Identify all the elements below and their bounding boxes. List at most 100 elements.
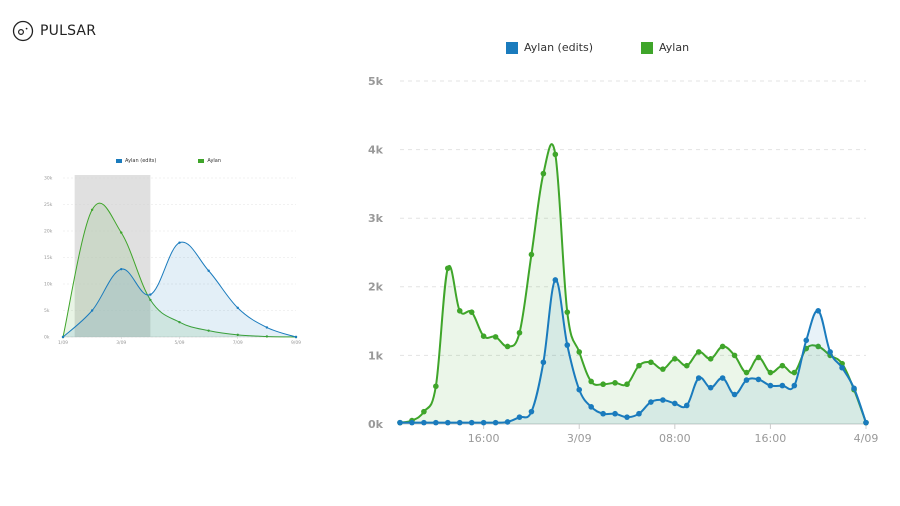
detail-x-tick-label: 4/09	[854, 432, 879, 445]
detail-point-edits	[660, 397, 666, 403]
detail-point-aylan	[660, 366, 666, 372]
detail-legend-label-aylan: Aylan	[659, 41, 690, 54]
detail-legend-item-edits[interactable]: Aylan (edits)	[506, 41, 593, 54]
detail-y-tick-label: 5k	[368, 75, 384, 88]
detail-point-aylan	[576, 349, 583, 355]
detail-point-aylan	[851, 386, 857, 393]
detail-point-edits	[719, 375, 726, 381]
detail-y-tick-label: 3k	[368, 212, 384, 225]
overview-x-tick-label: 7/09	[233, 340, 243, 346]
detail-point-edits	[456, 419, 463, 426]
detail-point-edits	[444, 419, 451, 426]
overview-point-edits	[120, 267, 123, 271]
detail-point-edits	[767, 382, 774, 389]
overview-y-tick-label: 20k	[44, 229, 53, 235]
detail-point-edits	[576, 386, 583, 393]
detail-point-aylan	[540, 170, 547, 177]
app-logo[interactable]: PULSAR	[12, 20, 96, 42]
overview-x-tick-label: 3/09	[116, 340, 126, 346]
overview-y-tick-label: 25k	[44, 202, 53, 208]
detail-point-edits	[433, 419, 439, 426]
overview-y-tick-label: 30k	[44, 176, 53, 182]
detail-point-aylan	[767, 369, 774, 376]
detail-point-aylan	[600, 381, 606, 388]
detail-point-aylan	[827, 352, 833, 359]
overview-point-edits	[236, 306, 239, 310]
detail-point-edits	[504, 419, 511, 425]
detail-point-edits	[492, 419, 499, 426]
detail-point-edits	[516, 414, 523, 420]
detail-point-edits	[612, 410, 618, 417]
overview-y-tick-label: 10k	[44, 282, 53, 288]
detail-point-edits	[815, 308, 822, 314]
detail-point-aylan	[683, 362, 690, 369]
overview-selection-brush	[74, 175, 151, 337]
detail-point-edits	[851, 385, 857, 392]
detail-point-edits	[480, 419, 487, 426]
overview-y-tick-label: 15k	[44, 255, 53, 261]
overview-point-edits	[294, 335, 298, 339]
overview-point-aylan	[265, 335, 269, 338]
overview-legend: Aylan (edits) Aylan	[116, 158, 263, 164]
detail-point-edits	[468, 419, 475, 426]
detail-y-tick-label: 1k	[368, 349, 384, 362]
overview-point-aylan	[90, 208, 94, 211]
detail-point-aylan	[636, 362, 642, 369]
detail-point-edits	[409, 419, 415, 426]
detail-point-edits	[827, 349, 833, 355]
detail-point-edits	[624, 414, 630, 420]
app-name: PULSAR	[40, 23, 97, 39]
detail-point-edits	[755, 376, 762, 383]
detail-point-edits	[564, 342, 571, 348]
detail-y-tick-label: 0k	[368, 418, 384, 431]
overview-legend-swatch-aylan	[198, 159, 205, 163]
detail-point-aylan	[695, 349, 702, 355]
detail-point-edits	[863, 419, 869, 426]
detail-point-edits	[648, 399, 654, 405]
detail-point-edits	[791, 382, 798, 389]
detail-point-edits	[588, 404, 594, 410]
detail-line-edits	[399, 278, 867, 424]
detail-point-aylan	[731, 352, 738, 359]
detail-point-edits	[540, 359, 547, 366]
detail-area-aylan	[400, 144, 866, 424]
detail-line-aylan	[399, 143, 867, 424]
detail-legend-swatch-aylan	[641, 41, 653, 54]
detail-point-aylan	[480, 333, 487, 339]
detail-point-edits	[421, 419, 427, 426]
detail-point-aylan	[803, 345, 810, 352]
detail-point-aylan	[863, 419, 869, 426]
detail-legend: Aylan (edits) Aylan	[506, 41, 737, 54]
detail-point-aylan	[516, 329, 523, 336]
overview-legend-item-aylan[interactable]: Aylan	[198, 158, 221, 164]
overview-point-edits	[90, 309, 94, 312]
detail-point-edits	[731, 391, 738, 398]
overview-point-edits	[265, 326, 269, 329]
overview-point-aylan	[149, 298, 152, 302]
overview-area-aylan	[63, 203, 296, 337]
overview-x-tick-label: 9/09	[291, 340, 301, 346]
overview-point-aylan	[236, 333, 239, 337]
detail-point-aylan	[612, 380, 618, 386]
detail-point-aylan	[743, 369, 750, 376]
overview-area-edits	[63, 242, 296, 337]
overview-point-edits	[61, 335, 65, 339]
overview-y-tick-label: 5k	[44, 308, 50, 314]
detail-legend-label-edits: Aylan (edits)	[524, 41, 593, 54]
overview-x-tick-label: 5/09	[174, 340, 184, 346]
detail-legend-swatch-edits	[506, 41, 518, 54]
overview-legend-item-edits[interactable]: Aylan (edits)	[116, 158, 156, 164]
detail-point-aylan	[504, 343, 511, 350]
overview-line-aylan	[62, 202, 297, 338]
detail-point-aylan	[528, 251, 535, 258]
detail-x-tick-label: 08:00	[659, 432, 691, 445]
detail-point-aylan	[433, 383, 439, 390]
detail-x-tick-label: 3/09	[567, 432, 592, 445]
detail-point-aylan	[648, 359, 654, 366]
detail-legend-item-aylan[interactable]: Aylan	[641, 41, 689, 54]
overview-legend-label-edits: Aylan (edits)	[125, 158, 157, 164]
detail-point-edits	[779, 382, 786, 389]
detail-point-edits	[839, 364, 845, 371]
